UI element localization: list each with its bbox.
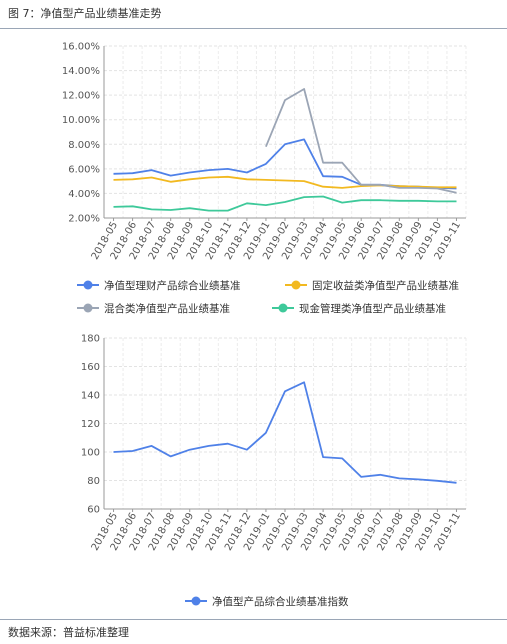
y-tick-label: 16.00% xyxy=(62,42,100,53)
series-line xyxy=(113,195,457,212)
y-tick-label: 4.00% xyxy=(68,189,100,200)
y-tick-label: 140 xyxy=(81,391,100,402)
y-tick-label: 180 xyxy=(81,334,100,345)
legend-marker xyxy=(83,303,93,313)
series-line xyxy=(113,175,457,189)
y-tick-label: 14.00% xyxy=(62,66,100,77)
legend-label: 混合类净值型产品业绩基准 xyxy=(104,302,230,315)
y-tick-label: 8.00% xyxy=(68,140,100,151)
y-tick-label: 10.00% xyxy=(62,115,100,126)
figure-source: 数据来源：普益标准整理 xyxy=(8,626,129,639)
y-tick-label: 160 xyxy=(81,362,100,373)
legend-label: 现金管理类净值型产品业绩基准 xyxy=(299,302,446,315)
legend-marker xyxy=(291,280,301,290)
legend-marker xyxy=(278,303,288,313)
legend-label: 固定收益类净值型产品业绩基准 xyxy=(312,279,459,292)
y-tick-label: 80 xyxy=(87,476,100,487)
legend-label: 净值型产品综合业绩基准指数 xyxy=(212,595,349,608)
series-line xyxy=(113,381,457,484)
top-divider xyxy=(0,28,507,29)
legend-marker xyxy=(191,596,201,606)
y-tick-label: 2.00% xyxy=(68,214,100,225)
y-tick-label: 100 xyxy=(81,448,100,459)
series-line xyxy=(265,88,457,194)
y-tick-label: 120 xyxy=(81,419,100,430)
y-tick-label: 12.00% xyxy=(62,91,100,102)
legend-marker xyxy=(83,280,93,290)
figure-title: 图 7：净值型产品业绩基准走势 xyxy=(8,7,162,20)
y-tick-label: 6.00% xyxy=(68,164,100,175)
legend-label: 净值型理财产品综合业绩基准 xyxy=(104,279,241,292)
y-tick-label: 60 xyxy=(87,505,100,516)
bottom-divider xyxy=(0,619,507,620)
